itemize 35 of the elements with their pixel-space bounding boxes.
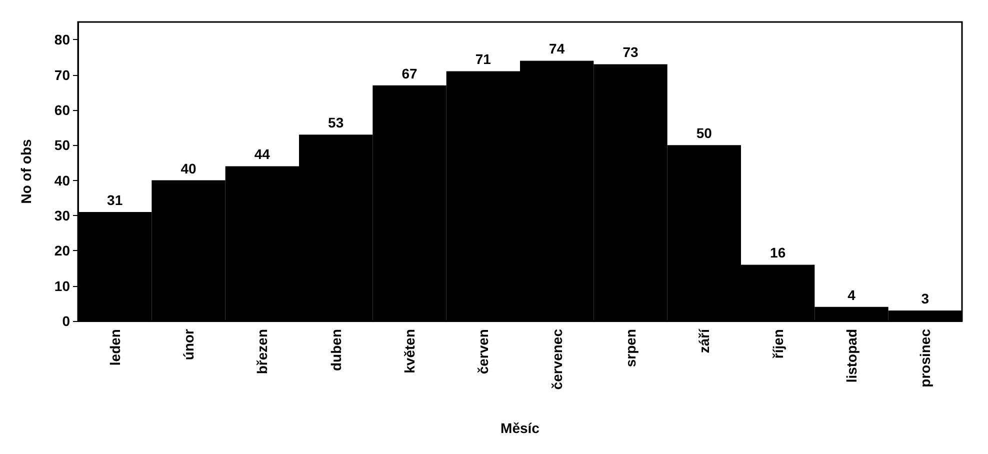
x-tick-label: červenec [548,328,565,390]
data-label: 74 [549,40,565,57]
y-tick-label: 20 [54,242,70,259]
data-label: 73 [622,44,638,60]
y-axis-title: No of obs [18,139,34,204]
y-tick-label: 40 [54,172,70,188]
data-label: 4 [848,286,856,303]
data-label: 67 [402,65,418,82]
x-tick-label: listopad [844,329,860,383]
data-label: 31 [107,192,123,208]
y-tick-label: 50 [54,137,70,154]
x-tick-label: březen [254,329,270,374]
x-tick-label: říjen [770,329,786,359]
data-label: 40 [180,160,196,176]
x-tick-label: prosinec [917,328,934,388]
data-label: 3 [921,290,930,306]
y-tick-label: 0 [62,313,70,329]
data-label: 16 [770,244,786,261]
x-tick-label: únor [180,328,196,360]
y-tick-label: 10 [54,278,70,294]
x-tick-label: leden [106,329,123,366]
data-label: 50 [696,125,712,142]
x-tick-label: duben [328,329,344,371]
x-tick-label: srpen [622,329,638,368]
y-tick-label: 60 [54,102,70,118]
data-label: 71 [475,51,492,68]
x-axis-title: Měsíc [500,420,540,436]
x-tick-label: červen [475,329,492,374]
x-tick-label: září [696,328,712,354]
y-tick-label: 70 [54,66,70,83]
y-tick-label: 30 [54,207,70,224]
data-label: 53 [328,114,344,131]
data-label: 44 [254,146,270,162]
x-tick-label: květen [402,329,418,374]
y-tick-label: 80 [54,32,70,48]
